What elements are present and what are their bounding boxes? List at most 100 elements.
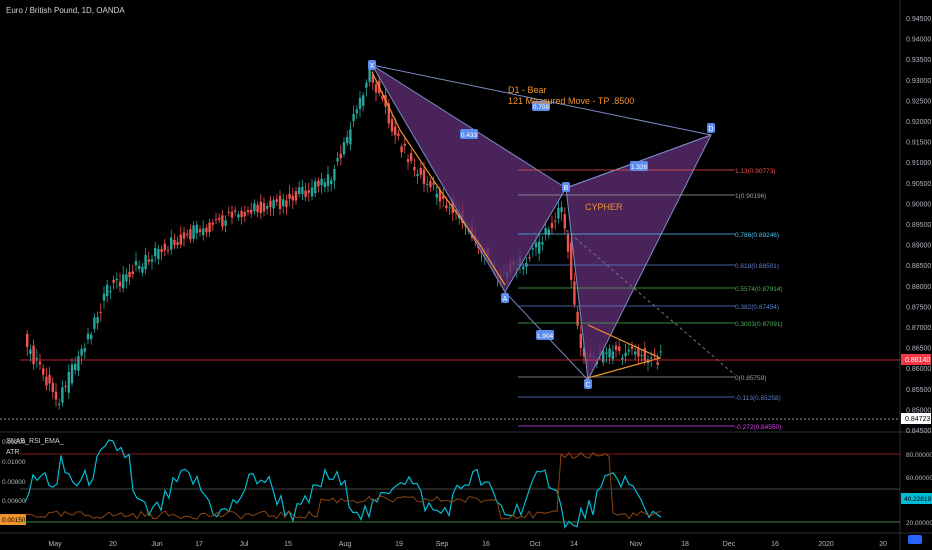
tradingview-logo-icon[interactable] [908, 535, 922, 544]
candle-body [243, 212, 246, 217]
candle-body [547, 229, 550, 235]
candle-body [317, 180, 320, 187]
candle-body [160, 249, 163, 253]
candle-body [365, 82, 368, 88]
candle-body [394, 126, 397, 136]
candle-body [144, 254, 147, 270]
pattern-point-label: X [370, 63, 375, 70]
fib-level-label: 0.5574(0.87914) [735, 286, 783, 293]
candle-body [35, 357, 38, 360]
rsi-indicator-label[interactable]: SNAB_RSI_EMA_ [6, 438, 64, 445]
dotted-price-label: 0.84723 [905, 416, 930, 423]
price-tick-label: 0.87500 [906, 304, 931, 311]
candle-body [51, 382, 54, 393]
candle-body [294, 191, 298, 201]
candle-body [195, 224, 198, 234]
candle-body [291, 195, 294, 201]
time-tick-label: Jun [151, 541, 162, 548]
time-tick-label: 19 [395, 541, 403, 548]
candle-body [240, 210, 243, 218]
time-tick-label: 17 [195, 541, 203, 548]
candle-body [579, 333, 582, 348]
candle-body [102, 293, 106, 301]
candle-body [198, 229, 202, 233]
candle-body [269, 200, 272, 208]
candle-body [234, 210, 237, 212]
candle-body [637, 348, 640, 357]
candle-body [221, 215, 224, 227]
candle-body [304, 190, 307, 197]
price-tick-label: 0.93000 [906, 78, 931, 85]
atr-indicator-label[interactable]: ATR [6, 449, 20, 456]
candle-body [624, 352, 627, 357]
candle-body [80, 348, 83, 356]
time-tick-label: Oct [530, 541, 541, 548]
candle-body [192, 225, 195, 239]
candle-body [230, 211, 234, 218]
candle-body [541, 242, 544, 245]
fib-level-label: 0.786(0.89246) [735, 232, 779, 239]
candle-body [141, 266, 144, 273]
pattern-xd-line [371, 64, 712, 136]
pattern-name-label: CYPHER [585, 202, 623, 212]
candle-body [54, 391, 58, 400]
rsi-value-label: 40.22819 [904, 496, 931, 503]
candle-body [259, 201, 262, 214]
candle-body [262, 203, 266, 212]
candle-body [134, 260, 138, 266]
candle-body [298, 187, 301, 195]
candle-body [106, 284, 109, 297]
ratio-badge [532, 101, 550, 111]
candle-body [445, 205, 448, 209]
candle-body [346, 137, 349, 144]
candle-body [90, 334, 93, 340]
time-tick-label: 16 [771, 541, 779, 548]
fib-level-label: 1(0.90196) [735, 193, 766, 200]
candle-body [61, 387, 64, 403]
candle-body [528, 256, 531, 259]
candle-body [182, 232, 186, 239]
candle-body [320, 178, 323, 186]
fib-level-label: -0.272(0.84550) [735, 424, 781, 431]
time-tick-label: May [48, 541, 62, 548]
ind-right-tick: 20.00000 [906, 520, 932, 527]
candle-body [448, 207, 451, 209]
candle-body [272, 199, 275, 209]
fib-level-label: 1.13(0.90773) [735, 168, 775, 175]
candle-body [42, 368, 45, 375]
ind-right-tick: 80.00000 [906, 452, 932, 459]
price-tick-label: 0.88500 [906, 263, 931, 270]
candle-body [422, 169, 426, 185]
ratio-badge [460, 129, 478, 139]
candle-body [336, 158, 339, 162]
candle-body [38, 361, 42, 365]
candle-body [400, 146, 403, 153]
candle-body [83, 348, 86, 352]
candle-body [570, 242, 573, 280]
pattern-point-label: D [708, 126, 713, 133]
candle-body [390, 119, 394, 132]
candle-body [566, 234, 570, 252]
time-tick-label: 20 [879, 541, 887, 548]
price-tick-label: 0.86500 [906, 346, 931, 353]
candle-body [643, 348, 646, 361]
candle-body [410, 153, 413, 161]
ratio-label: 0.433 [461, 132, 478, 139]
triangle-pattern [587, 324, 662, 379]
candle-body [560, 207, 563, 213]
time-tick-label: Nov [630, 541, 643, 548]
price-tick-label: 0.90500 [906, 181, 931, 188]
candle-body [170, 237, 173, 250]
current-price-label: 0.86140 [905, 357, 930, 364]
candle-body [653, 353, 656, 355]
pattern-point-badge [584, 379, 592, 389]
candle-body [314, 181, 317, 194]
candle-body [419, 167, 422, 175]
ratio-label: 0.708 [533, 104, 550, 111]
price-tick-label: 0.88000 [906, 284, 931, 291]
candle-body [186, 233, 189, 236]
candle-body [326, 174, 330, 187]
pattern-xab-fill [371, 64, 567, 293]
candle-body [166, 249, 170, 251]
